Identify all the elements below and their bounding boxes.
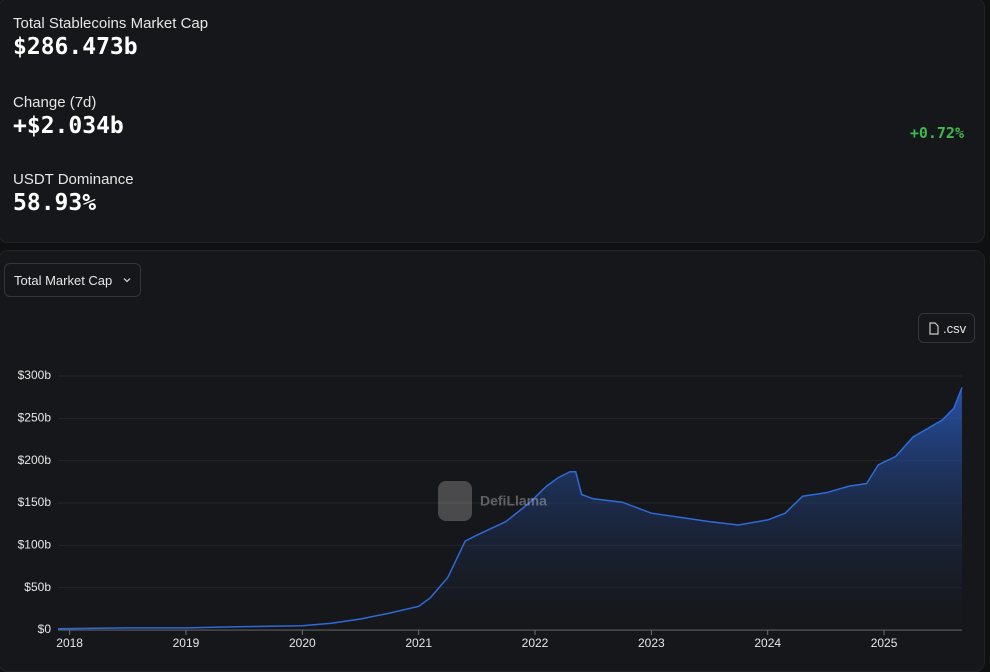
stat-value: 58.93% xyxy=(13,190,97,216)
stat-label: Total Stablecoins Market Cap xyxy=(13,15,209,32)
metric-dropdown[interactable]: Total Market Cap xyxy=(4,263,141,297)
stat-value: $286.473b xyxy=(13,34,138,60)
stats-card: Total Stablecoins Market Cap $286.473b C… xyxy=(0,0,985,243)
chevron-icon xyxy=(123,278,131,283)
stat-label: USDT Dominance xyxy=(13,171,134,188)
dropdown-label: Total Market Cap xyxy=(14,272,113,288)
stat-value: +$2.034b xyxy=(13,113,124,139)
csv-button[interactable]: .csv xyxy=(918,313,975,343)
chart-card xyxy=(0,250,985,672)
csv-label: .csv xyxy=(943,320,967,336)
file-icon xyxy=(929,321,939,335)
change-percent: +0.72% xyxy=(909,124,964,142)
stat-label: Change (7d) xyxy=(13,94,97,111)
